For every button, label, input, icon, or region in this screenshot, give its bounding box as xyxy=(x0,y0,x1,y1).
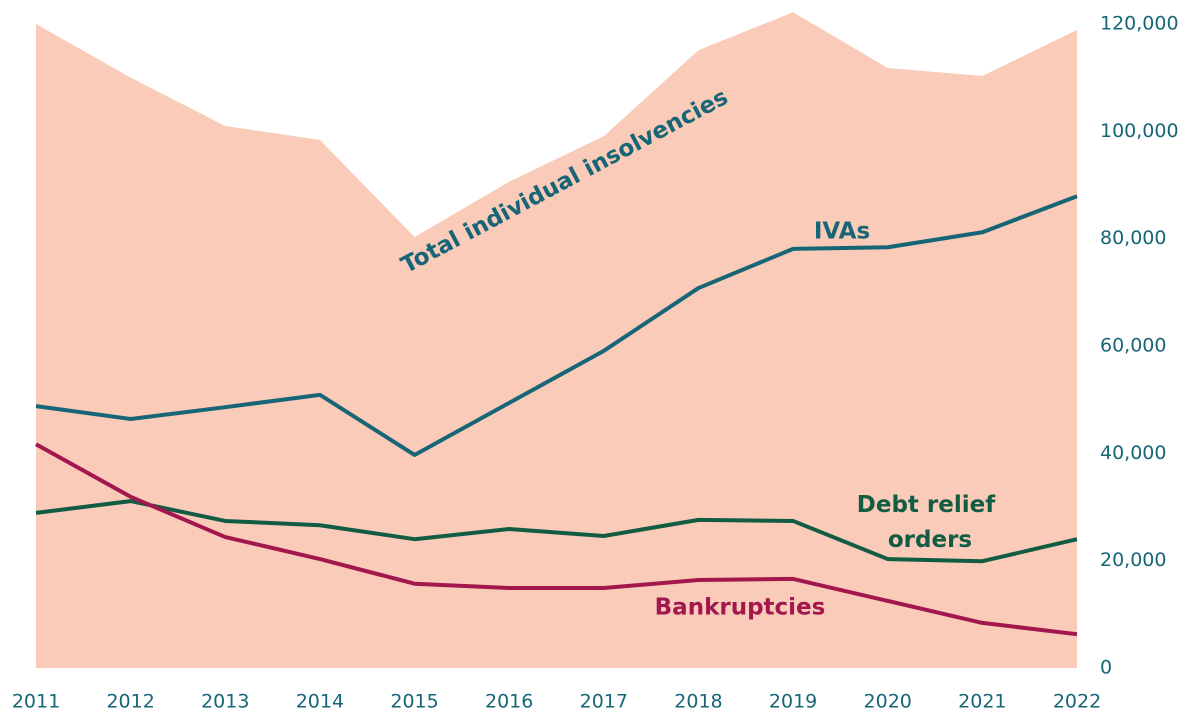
y-tick-label: 60,000 xyxy=(1100,335,1166,357)
series-label: Bankruptcies xyxy=(655,595,826,621)
x-tick-label: 2016 xyxy=(485,691,533,713)
line xyxy=(35,194,1078,457)
line xyxy=(35,442,1078,637)
area xyxy=(36,12,1077,668)
y-tick-label: 20,000 xyxy=(1100,549,1166,571)
x-tick-label: 2014 xyxy=(296,691,344,713)
y-tick-label: 0 xyxy=(1100,657,1112,679)
y-tick-label: 100,000 xyxy=(1100,120,1179,142)
x-tick-label: 2012 xyxy=(106,691,154,713)
x-tick-label: 2022 xyxy=(1053,691,1101,713)
x-tick-label: 2021 xyxy=(958,691,1006,713)
x-tick-label: 2019 xyxy=(769,691,817,713)
series-label: Debt relief orders xyxy=(857,492,1003,553)
line xyxy=(35,499,1078,564)
x-tick-label: 2018 xyxy=(674,691,722,713)
x-tick-label: 2015 xyxy=(390,691,438,713)
x-tick-label: 2013 xyxy=(201,691,249,713)
y-tick-label: 120,000 xyxy=(1100,13,1179,35)
x-tick-label: 2017 xyxy=(580,691,628,713)
x-tick-label: 2020 xyxy=(864,691,912,713)
series-label: IVAs xyxy=(814,219,870,245)
x-tick-label: 2011 xyxy=(12,691,60,713)
y-tick-label: 40,000 xyxy=(1100,442,1166,464)
y-tick-label: 80,000 xyxy=(1100,227,1166,249)
